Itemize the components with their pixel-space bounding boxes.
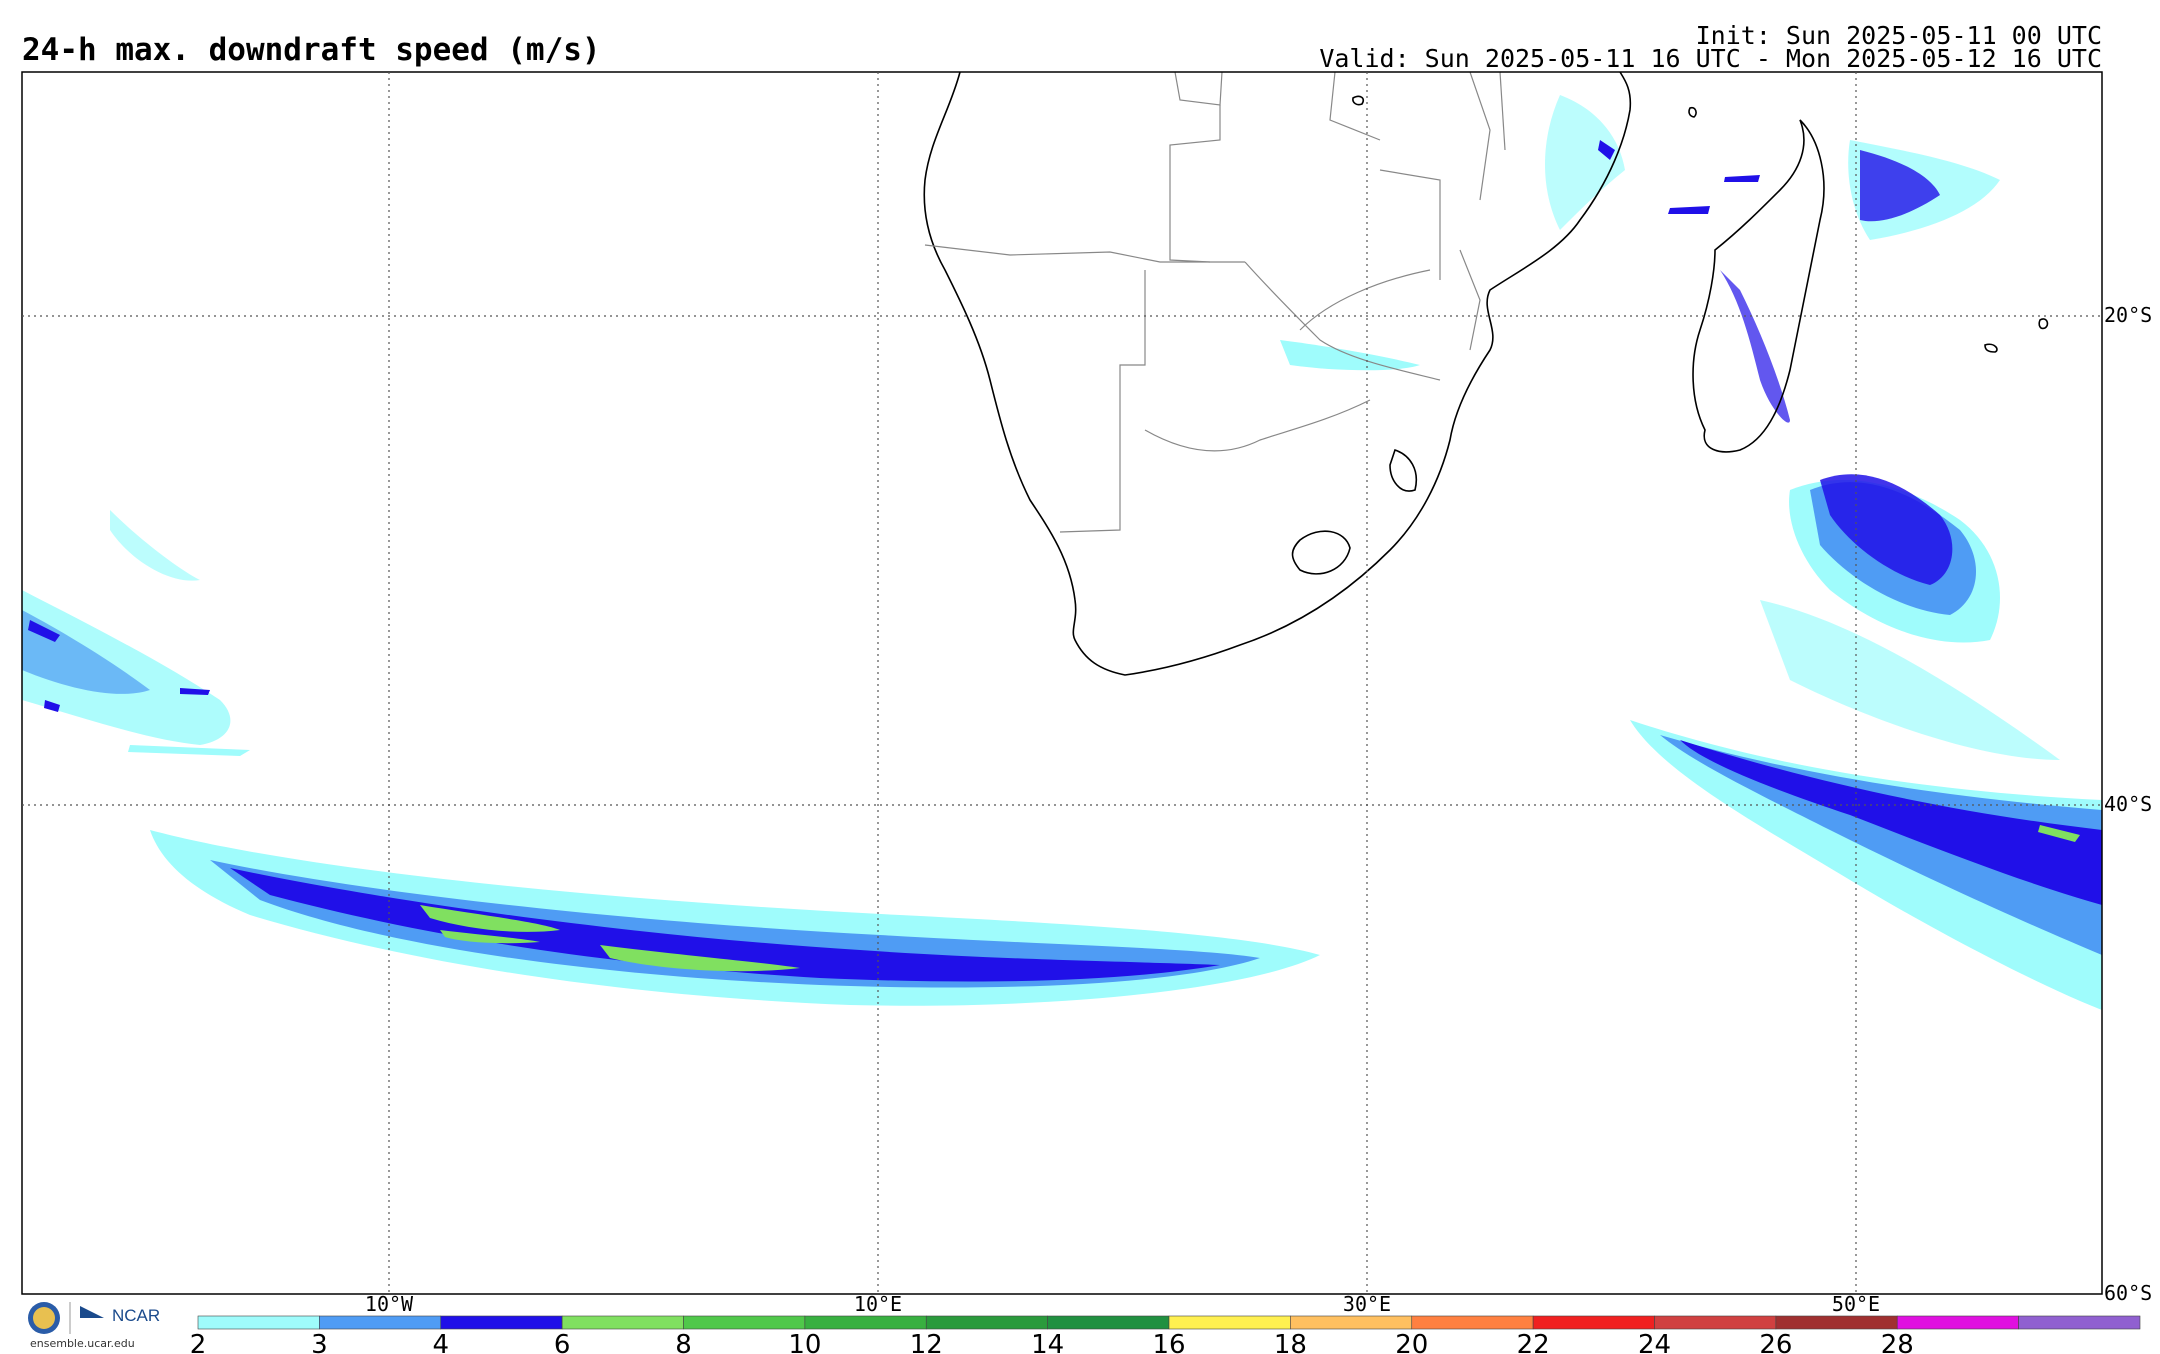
lat-label-40s: 40°S	[2104, 792, 2152, 816]
lon-label-30e: 30°E	[1343, 1292, 1391, 1316]
colorbar-swatch	[197, 1315, 320, 1330]
colorbar-tick-label: 6	[554, 1330, 571, 1354]
colorbar-swatch	[1411, 1315, 1534, 1330]
colorbar-swatch	[804, 1315, 927, 1330]
graticule	[22, 72, 2102, 1294]
madagascar-south-blob	[1789, 474, 2000, 643]
colorbar-tick-label: 14	[1031, 1330, 1064, 1354]
madagascar-patches	[1280, 95, 2000, 423]
colorbar-swatch	[1654, 1315, 1777, 1330]
colorbar-swatch	[1168, 1315, 1291, 1330]
colorbar-tick-label: 16	[1152, 1330, 1185, 1354]
country-borders	[924, 72, 1506, 533]
colorbar-tick-label: 3	[311, 1330, 328, 1354]
colorbar-tick-label: 24	[1638, 1330, 1671, 1354]
map-frame	[21, 71, 2103, 1295]
colorbar-swatch	[319, 1315, 442, 1330]
map-title: 24-h max. downdraft speed (m/s)	[22, 32, 601, 68]
colorbar: 2 3 4 6 8 10 12 14 16 18 20 22 24 26 28	[190, 1315, 2141, 1354]
colorbar-tick-label: 20	[1395, 1330, 1428, 1354]
nsf-logo	[28, 1302, 60, 1334]
colorbar-tick-label: 4	[432, 1330, 449, 1354]
lon-label-10w: 10°W	[365, 1292, 414, 1316]
colorbar-swatch	[561, 1315, 684, 1330]
colorbar-swatch	[1047, 1315, 1170, 1330]
colorbar-tick-label: 18	[1274, 1330, 1307, 1354]
colorbar-tick-label: 28	[1881, 1330, 1914, 1354]
colorbar-swatch	[683, 1315, 806, 1330]
colorbar-tick-label: 10	[788, 1330, 821, 1354]
ncar-logo-text: NCAR	[112, 1306, 161, 1325]
colorbar-tick-label: 2	[190, 1330, 207, 1354]
lon-label-10e: 10°E	[854, 1292, 902, 1316]
site-url: ensemble.ucar.edu	[30, 1337, 135, 1350]
valid-time: Valid: Sun 2025-05-11 16 UTC - Mon 2025-…	[1319, 44, 2102, 73]
init-time: Init: Sun 2025-05-11 00 UTC	[1695, 21, 2102, 50]
western-patches	[22, 510, 250, 756]
colorbar-swatch	[1775, 1315, 1898, 1330]
colorbar-swatch	[1896, 1315, 2019, 1330]
colorbar-tick-label: 22	[1517, 1330, 1550, 1354]
colorbar-tick-label: 12	[910, 1330, 943, 1354]
lon-label-50e: 50°E	[1832, 1292, 1880, 1316]
colorbar-tick-label: 26	[1759, 1330, 1792, 1354]
colorbar-swatch	[440, 1315, 563, 1330]
atlantic-swath	[150, 830, 1320, 1006]
lat-label-20s: 20°S	[2104, 303, 2152, 327]
downdraft-field	[22, 95, 2102, 1010]
colorbar-swatch	[1532, 1315, 1655, 1330]
eastern-swath	[1630, 600, 2102, 1010]
colorbar-swatch	[1290, 1315, 1413, 1330]
coastlines	[923, 72, 2049, 676]
colorbar-tick-label: 8	[675, 1330, 692, 1354]
colorbar-swatch	[925, 1315, 1048, 1330]
ncar-logo-icon	[69, 1302, 104, 1334]
colorbar-swatch	[2018, 1315, 2141, 1330]
lat-label-60s: 60°S	[2104, 1281, 2152, 1305]
